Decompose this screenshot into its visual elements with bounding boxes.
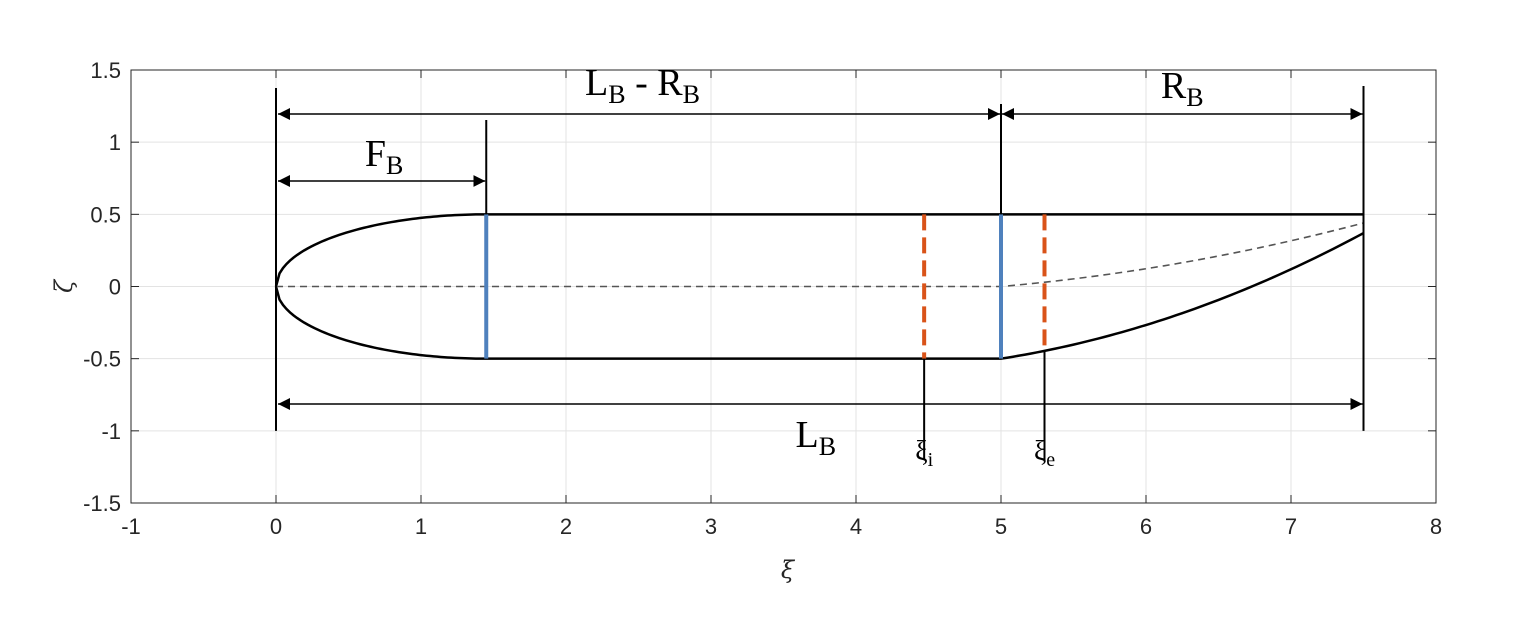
y-tick-label: 1 xyxy=(109,130,121,155)
upper-surface-line xyxy=(274,213,1364,287)
xi-e-label: ξe xyxy=(1034,436,1055,471)
x-tick-label: -1 xyxy=(121,514,141,539)
series-layer xyxy=(274,213,1365,360)
y-tick-labels: -1.5 -1 -0.5 0 0.5 1 1.5 xyxy=(83,58,121,516)
fb-label: FB xyxy=(365,133,403,180)
x-tick-label: 0 xyxy=(270,514,282,539)
x-axis-label: ξ xyxy=(781,556,796,584)
y-tick-label: -0.5 xyxy=(83,347,121,372)
camber-line xyxy=(276,222,1364,288)
x-tick-label: 3 xyxy=(705,514,717,539)
x-tick-label: 8 xyxy=(1430,514,1442,539)
lb-label: LB xyxy=(795,414,836,461)
y-tick-label: 0 xyxy=(109,275,121,300)
x-tick-label: 2 xyxy=(560,514,572,539)
annotations-layer xyxy=(275,86,1365,460)
y-tick-label: -1 xyxy=(101,419,121,444)
y-tick-label: -1.5 xyxy=(83,491,121,516)
x-tick-label: 7 xyxy=(1285,514,1297,539)
xi-i-label: ξi xyxy=(915,436,933,471)
x-tick-label: 5 xyxy=(995,514,1007,539)
rb-label: RB xyxy=(1161,65,1204,112)
x-tick-labels: -1 0 1 2 3 4 5 6 7 8 xyxy=(121,514,1442,539)
y-axis-label: ζ xyxy=(50,278,78,293)
y-tick-label: 1.5 xyxy=(90,58,121,83)
x-tick-label: 4 xyxy=(850,514,862,539)
x-tick-label: 6 xyxy=(1140,514,1152,539)
lb-minus-rb-label: LB - RB xyxy=(585,62,700,109)
y-tick-label: 0.5 xyxy=(90,202,121,227)
axis-ticks xyxy=(130,69,1437,504)
x-tick-label: 1 xyxy=(415,514,427,539)
lower-surface-line xyxy=(274,231,1365,360)
